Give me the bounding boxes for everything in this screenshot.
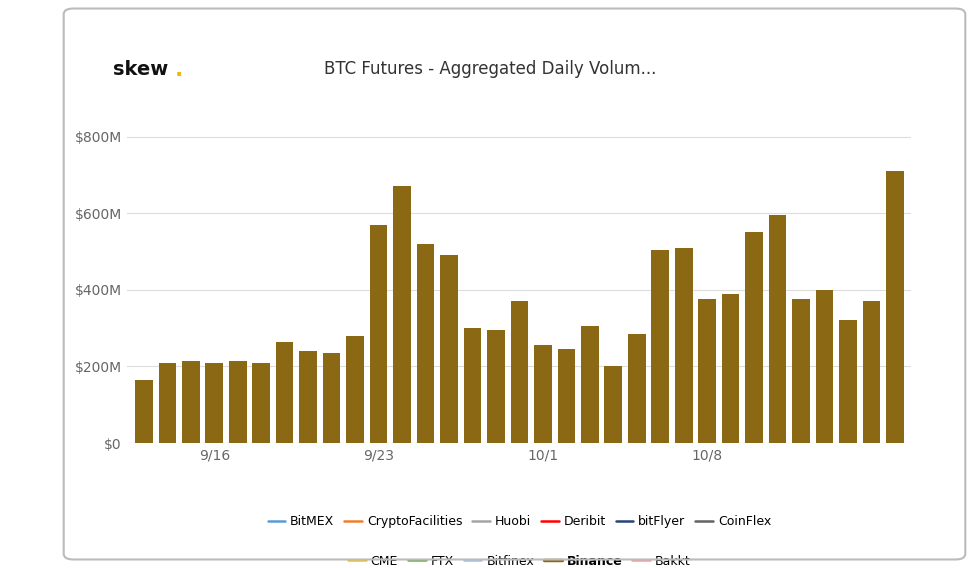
Bar [253, 362, 270, 443]
Bar [159, 362, 176, 443]
Bar [393, 186, 411, 443]
Bar [839, 320, 857, 443]
Bar [440, 256, 458, 443]
Bar [862, 301, 880, 443]
Bar [369, 225, 387, 443]
Text: BTC Futures - Aggregated Daily Volum...: BTC Futures - Aggregated Daily Volum... [323, 60, 657, 78]
Bar [182, 361, 200, 443]
Bar [511, 301, 528, 443]
Bar [605, 366, 622, 443]
Bar [815, 290, 833, 443]
Bar [275, 341, 293, 443]
Bar [652, 249, 669, 443]
Bar [886, 171, 904, 443]
Text: skew: skew [113, 60, 168, 78]
Bar [628, 334, 646, 443]
Bar [558, 349, 575, 443]
Bar [416, 244, 434, 443]
Bar [487, 330, 505, 443]
Bar [534, 345, 552, 443]
Bar [135, 380, 153, 443]
Bar [346, 336, 364, 443]
Bar [229, 361, 247, 443]
Bar [768, 215, 786, 443]
Bar [675, 248, 693, 443]
Bar [699, 299, 716, 443]
Bar [322, 353, 340, 443]
Bar [581, 326, 599, 443]
Bar [746, 232, 763, 443]
Bar [464, 328, 481, 443]
Text: .: . [174, 60, 183, 80]
Bar [299, 351, 317, 443]
Legend: CME, FTX, Bitfinex, Binance, Bakkt: CME, FTX, Bitfinex, Binance, Bakkt [348, 555, 691, 567]
Bar [722, 294, 740, 443]
Bar [206, 362, 223, 443]
Bar [792, 299, 809, 443]
